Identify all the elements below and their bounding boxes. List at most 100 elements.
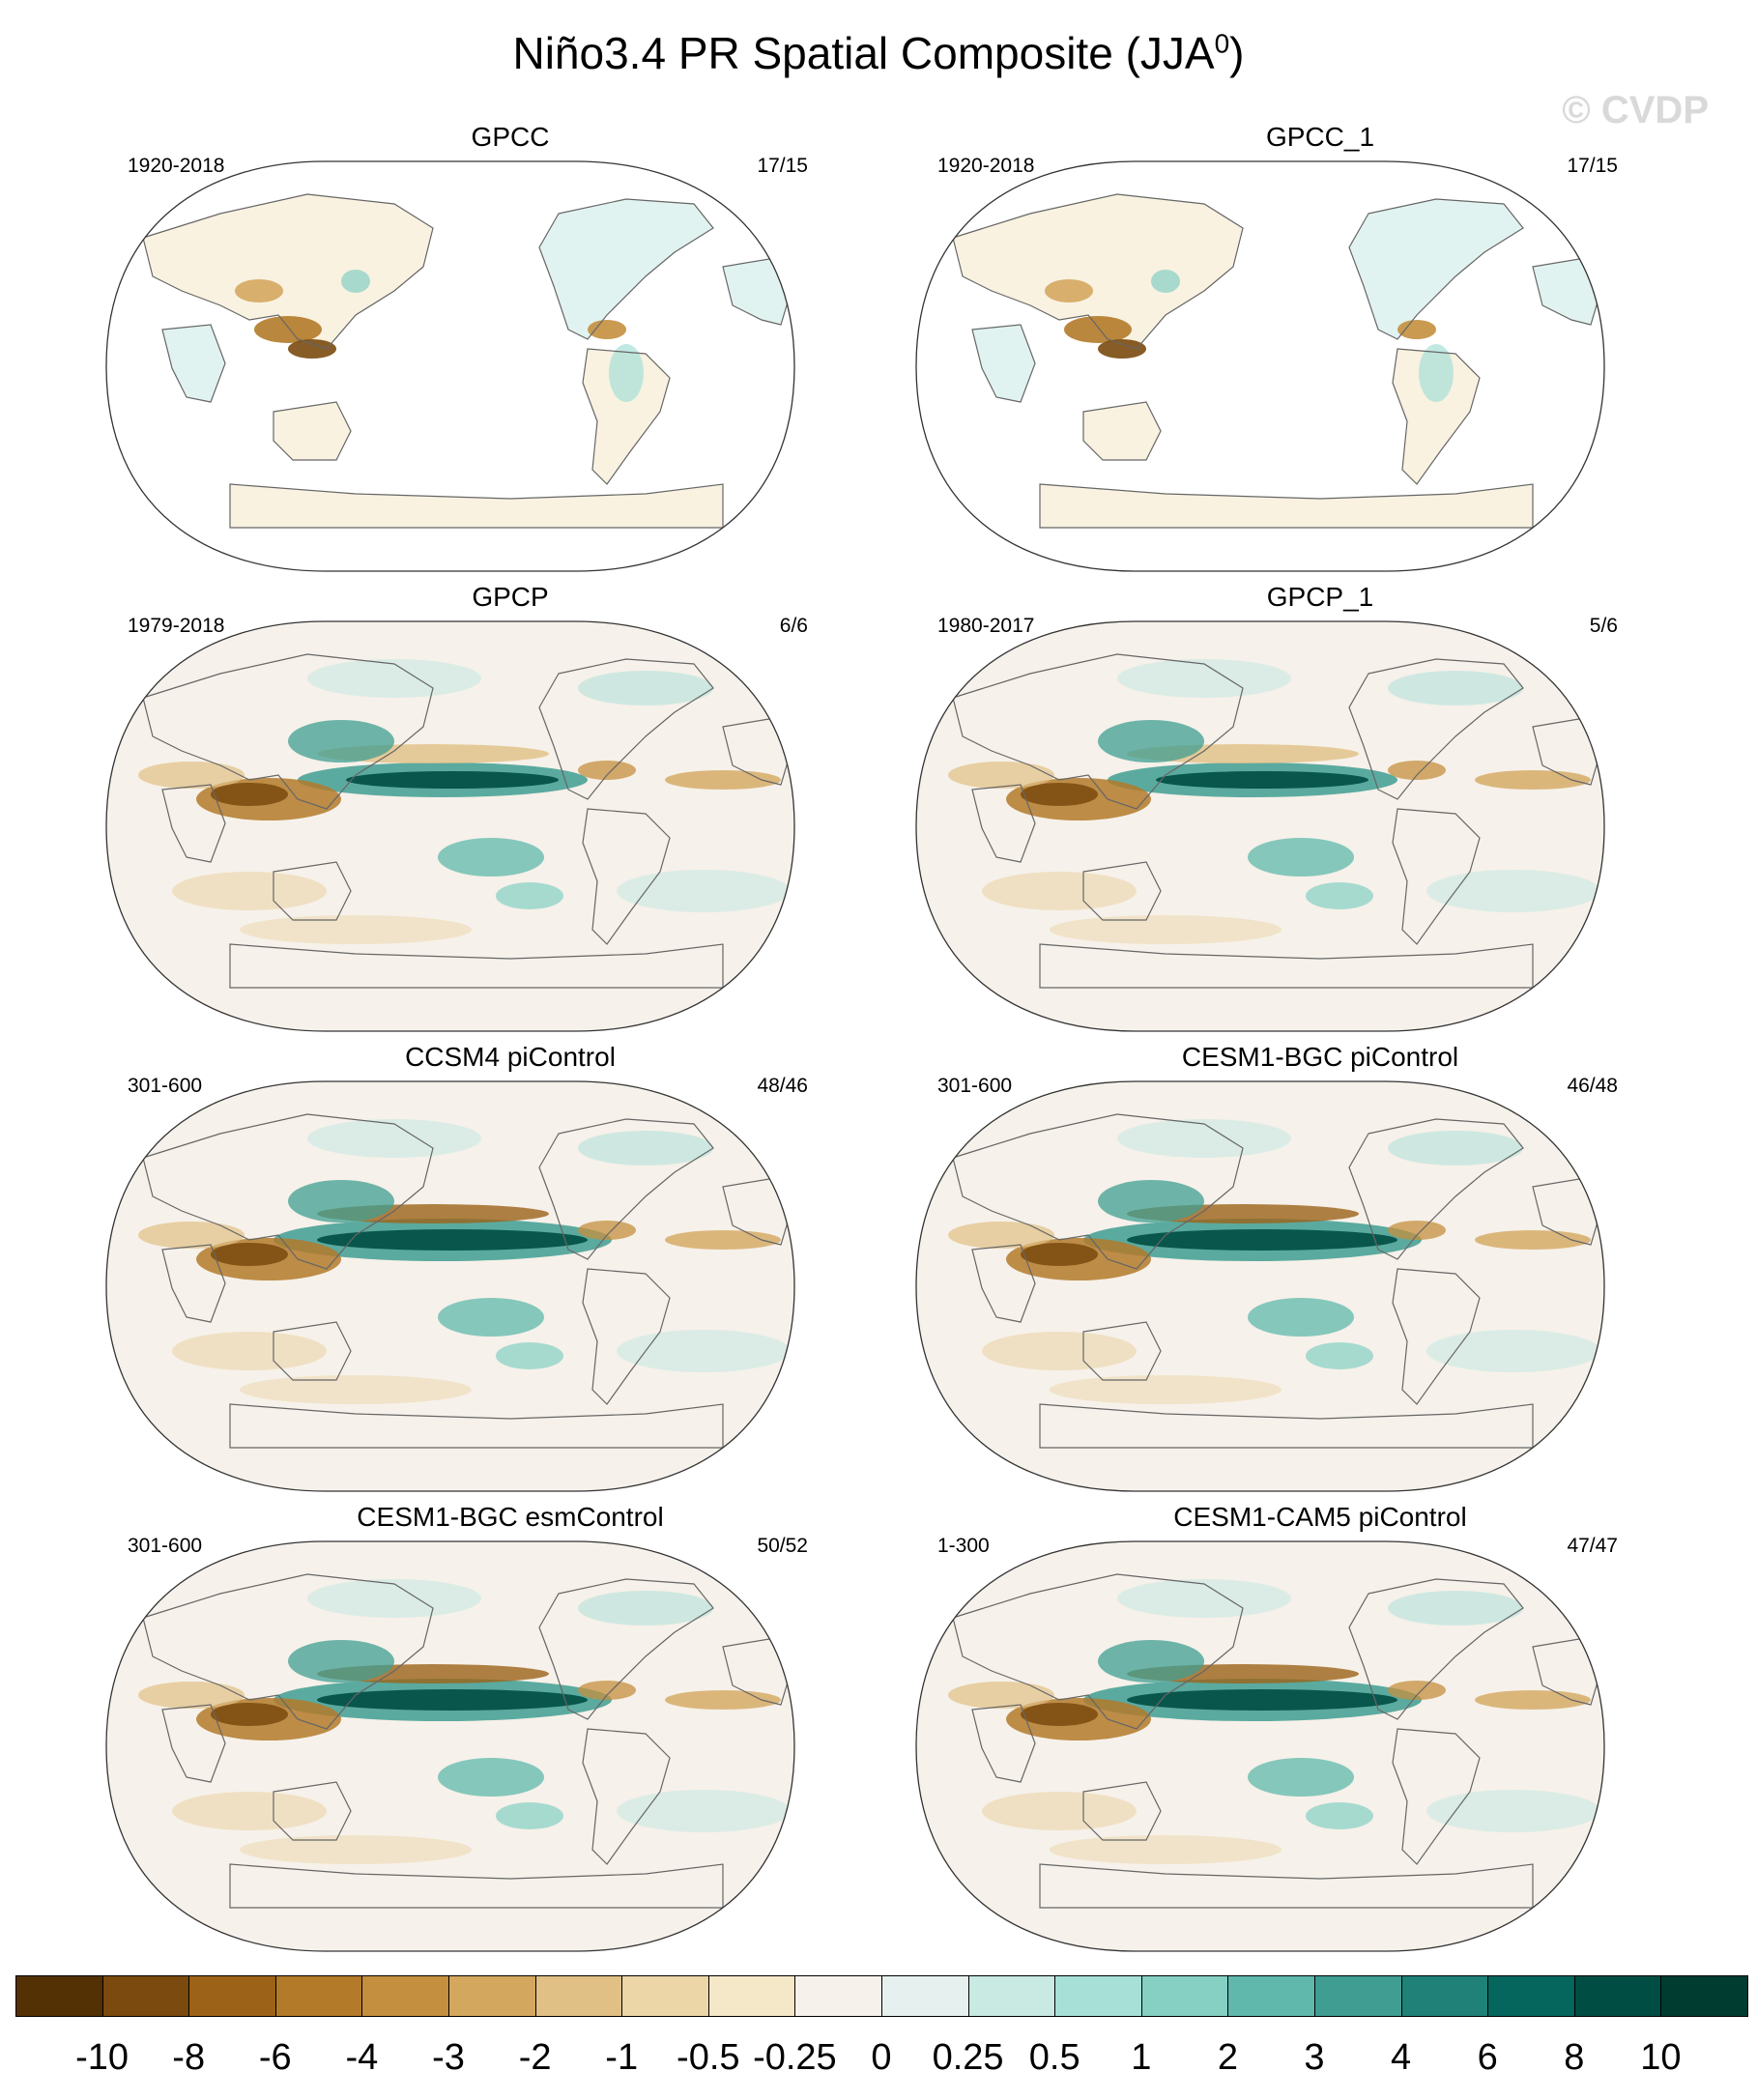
map-frame: [915, 160, 1605, 572]
panel-count: 46/48: [1567, 1075, 1618, 1097]
global-map-gpcc: [105, 160, 795, 572]
colorbar-swatch: [1054, 1975, 1142, 2017]
anomaly-field: [138, 1579, 791, 1864]
global-map-cesm1-cam5-picontrol: [915, 1540, 1605, 1952]
global-map-ccsm4-picontrol: [105, 1080, 795, 1492]
coastline: [952, 653, 1244, 810]
colorbar-label: -8: [172, 2037, 206, 2078]
colorbar-label: -1: [605, 2037, 639, 2078]
coastline: [1082, 1781, 1162, 1841]
colorbar-swatch: [1487, 1975, 1575, 2017]
colorbar-swatch: [448, 1975, 536, 2017]
anomaly-field: [138, 1119, 791, 1404]
coastlines: [142, 653, 793, 989]
panel-title: GPCC_1: [1265, 122, 1375, 152]
coastline: [582, 348, 671, 485]
panel-period: 301-600: [128, 1535, 203, 1557]
panel-count: 48/46: [757, 1075, 808, 1097]
colorbar-swatch: [188, 1975, 276, 2017]
coastline: [971, 1704, 1036, 1783]
coastline: [538, 198, 714, 340]
colorbar-swatch: [707, 1975, 796, 2017]
colorbar-swatch: [101, 1975, 190, 2017]
coastline: [161, 784, 226, 863]
map-frame: [915, 620, 1605, 1032]
coastline: [582, 808, 671, 945]
map-panel-gpcc: GPCC 1920-2018 17/15: [104, 122, 916, 586]
colorbar-label: 8: [1564, 2037, 1585, 2078]
coastline: [1348, 198, 1524, 340]
coastline: [161, 1704, 226, 1783]
figure-title-close: ): [1229, 28, 1245, 78]
global-map-gpcp: [105, 620, 795, 1032]
colorbar-label: 3: [1304, 2037, 1325, 2078]
map-frame: [915, 1080, 1605, 1492]
coastline: [273, 1781, 352, 1841]
colorbar-label: 4: [1391, 2037, 1412, 2078]
colorbar-swatch: [1660, 1975, 1748, 2017]
coastline: [1392, 348, 1481, 485]
map-panel-gpcp: GPCP 1979-2018 6/6: [104, 582, 916, 1046]
coastlines: [142, 1113, 793, 1449]
panel-count: 47/47: [1567, 1535, 1618, 1557]
global-map-gpcp-1: [915, 620, 1605, 1032]
colorbar-swatch: [1400, 1975, 1489, 2017]
panel-title: CCSM4 piControl: [405, 1042, 616, 1072]
colorbar-label: 2: [1217, 2037, 1238, 2078]
colorbar-swatch: [361, 1975, 449, 2017]
colorbar-labels: -10 -8 -6 -4 -3 -2 -1 -0.5 -0.25 0 0.25 0.5 1 2 3 4 6 8 10: [0, 2037, 1757, 2086]
colorbar-swatch: [15, 1975, 103, 2017]
colorbar-swatch: [621, 1975, 709, 2017]
map-panel-cesm1-bgc-picontrol: CESM1-BGC piControl 301-600 46/48: [914, 1042, 1726, 1506]
coastline: [161, 1244, 226, 1323]
coastline: [142, 193, 434, 350]
cvdp-watermark: © CVDP: [1562, 89, 1709, 131]
coastline: [952, 1573, 1244, 1730]
coastline: [1082, 401, 1162, 461]
coastlines: [952, 653, 1603, 989]
map-frame: [105, 620, 795, 1032]
panel-period: 1980-2017: [937, 615, 1035, 637]
colorbar-label: -0.25: [753, 2037, 837, 2078]
panel-period: 301-600: [128, 1075, 203, 1097]
figure-title-superscript: 0: [1214, 28, 1230, 59]
coastlines: [952, 1113, 1603, 1449]
colorbar-swatch: [881, 1975, 969, 2017]
map-panel-cesm1-cam5-picontrol: CESM1-CAM5 piControl 1-300 47/47: [914, 1502, 1726, 1966]
panel-title: CESM1-BGC esmControl: [357, 1502, 664, 1532]
panel-count: 6/6: [779, 615, 808, 637]
coastline: [229, 1863, 724, 1909]
colorbar-label: 0.5: [1028, 2037, 1080, 2078]
colorbar-swatch: [534, 1975, 623, 2017]
map-frame: [105, 1080, 795, 1492]
coastlines: [952, 1573, 1603, 1909]
colorbar-label: 0: [871, 2037, 892, 2078]
coastline: [952, 1113, 1244, 1270]
global-map-gpcc-1: [915, 160, 1605, 572]
anomaly-field: [953, 194, 1602, 528]
coastline: [273, 1321, 352, 1381]
anomaly-field: [948, 1119, 1600, 1404]
panel-period: 1920-2018: [128, 155, 225, 177]
map-panel-gpcc-1: GPCC_1 1920-2018 17/15: [914, 122, 1726, 586]
coastline: [1039, 483, 1534, 529]
colorbar-label: 1: [1131, 2037, 1152, 2078]
panel-period: 1979-2018: [128, 615, 225, 637]
panel-title: GPCP: [472, 582, 549, 612]
colorbar-label: -0.5: [677, 2037, 740, 2078]
coastline: [971, 324, 1036, 403]
panel-period: 1-300: [937, 1535, 990, 1557]
panel-period: 1920-2018: [937, 155, 1035, 177]
coastline: [1039, 1403, 1534, 1449]
coastline: [229, 483, 724, 529]
coastline: [142, 1573, 434, 1730]
coastline: [582, 1728, 671, 1865]
coastline: [1039, 1863, 1534, 1909]
panel-title: CESM1-CAM5 piControl: [1173, 1502, 1467, 1532]
panel-count: 50/52: [757, 1535, 808, 1557]
coastline: [1348, 1578, 1524, 1720]
colorbar-swatch: [1573, 1975, 1662, 2017]
coastlines: [142, 193, 793, 529]
anomaly-field: [948, 659, 1600, 944]
anomaly-field: [143, 194, 792, 528]
